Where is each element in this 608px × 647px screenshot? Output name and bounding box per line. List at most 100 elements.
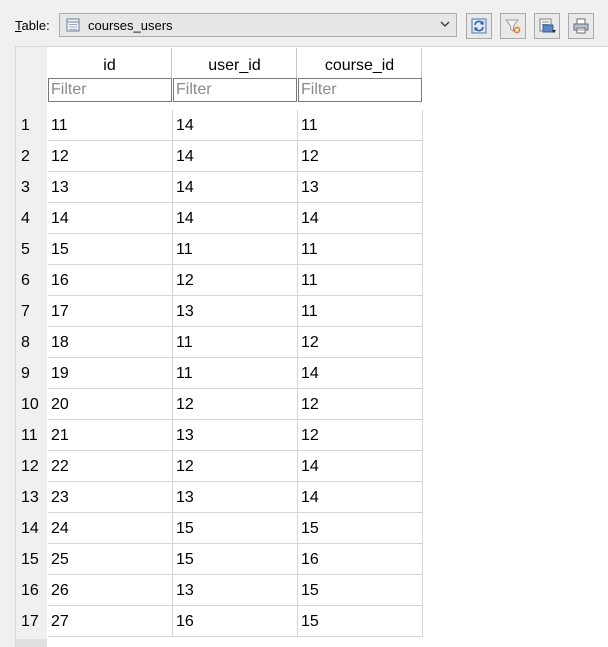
table-row[interactable]: 9 19 11 14 bbox=[16, 358, 424, 389]
cell-user-id[interactable]: 13 bbox=[173, 296, 298, 327]
cell-id[interactable]: 17 bbox=[48, 296, 173, 327]
table-row[interactable]: 12 22 12 14 bbox=[16, 451, 424, 482]
row-number[interactable]: 12 bbox=[21, 458, 39, 475]
table-row[interactable]: 15 25 15 16 bbox=[16, 544, 424, 575]
cell-user-id[interactable]: 15 bbox=[173, 513, 298, 544]
cell-course-id[interactable]: 14 bbox=[298, 482, 423, 513]
cell-user-id[interactable]: 12 bbox=[173, 451, 298, 482]
cell-id[interactable]: 12 bbox=[48, 141, 173, 172]
cell-user-id[interactable]: 16 bbox=[173, 606, 298, 637]
cell-user-id[interactable]: 11 bbox=[173, 234, 298, 265]
cell-user-id[interactable]: 11 bbox=[173, 358, 298, 389]
filter-input-user-id[interactable] bbox=[174, 79, 296, 101]
cell-id[interactable]: 25 bbox=[48, 544, 173, 575]
table-select[interactable]: courses_users bbox=[59, 13, 457, 37]
cell-id[interactable]: 20 bbox=[48, 389, 173, 420]
table-row[interactable]: 1 11 14 11 bbox=[16, 110, 424, 141]
cell-course-id[interactable]: 12 bbox=[298, 420, 423, 451]
cell-user-id[interactable]: 13 bbox=[173, 575, 298, 606]
filter-input-course-id[interactable] bbox=[299, 79, 421, 101]
refresh-button[interactable] bbox=[466, 13, 492, 39]
cell-course-id[interactable]: 11 bbox=[298, 234, 423, 265]
cell-course-id[interactable]: 14 bbox=[298, 358, 423, 389]
table-row[interactable]: 5 15 11 11 bbox=[16, 234, 424, 265]
filter-input-id[interactable] bbox=[49, 79, 171, 101]
cell-id[interactable]: 23 bbox=[48, 482, 173, 513]
cell-user-id[interactable]: 14 bbox=[173, 141, 298, 172]
filter-box-id bbox=[48, 78, 172, 102]
row-number[interactable]: 4 bbox=[21, 210, 30, 227]
cell-user-id[interactable]: 13 bbox=[173, 420, 298, 451]
cell-id[interactable]: 11 bbox=[48, 110, 173, 141]
cell-user-id[interactable]: 14 bbox=[173, 203, 298, 234]
row-number[interactable]: 3 bbox=[21, 179, 30, 196]
row-number[interactable]: 15 bbox=[21, 551, 39, 568]
cell-user-id[interactable]: 14 bbox=[173, 172, 298, 203]
table-icon bbox=[66, 18, 80, 32]
row-number[interactable]: 6 bbox=[21, 272, 30, 289]
table-row[interactable]: 13 23 13 14 bbox=[16, 482, 424, 513]
cell-user-id[interactable]: 12 bbox=[173, 265, 298, 296]
cell-id[interactable]: 27 bbox=[48, 606, 173, 637]
table-row[interactable]: 8 18 11 12 bbox=[16, 327, 424, 358]
table-select-value: courses_users bbox=[88, 18, 173, 33]
cell-course-id[interactable]: 14 bbox=[298, 203, 423, 234]
row-number[interactable]: 9 bbox=[21, 365, 30, 382]
row-number[interactable]: 1 bbox=[21, 117, 30, 134]
cell-course-id[interactable]: 12 bbox=[298, 141, 423, 172]
cell-course-id[interactable]: 11 bbox=[298, 296, 423, 327]
row-number[interactable]: 16 bbox=[21, 582, 39, 599]
table-row[interactable]: 17 27 16 15 bbox=[16, 606, 424, 637]
table-row[interactable]: 10 20 12 12 bbox=[16, 389, 424, 420]
cell-course-id[interactable]: 11 bbox=[298, 265, 423, 296]
cell-course-id[interactable]: 13 bbox=[298, 172, 423, 203]
row-number[interactable]: 13 bbox=[21, 489, 39, 506]
cell-id[interactable]: 24 bbox=[48, 513, 173, 544]
table-row[interactable]: 4 14 14 14 bbox=[16, 203, 424, 234]
cell-user-id[interactable]: 14 bbox=[173, 110, 298, 141]
refresh-icon bbox=[471, 18, 487, 34]
cell-user-id[interactable]: 12 bbox=[173, 389, 298, 420]
row-number[interactable]: 17 bbox=[21, 613, 39, 630]
cell-course-id[interactable]: 12 bbox=[298, 327, 423, 358]
column-header-course-id[interactable]: course_id bbox=[298, 48, 422, 78]
row-number[interactable]: 14 bbox=[21, 520, 39, 537]
table-row[interactable]: 7 17 13 11 bbox=[16, 296, 424, 327]
cell-id[interactable]: 18 bbox=[48, 327, 173, 358]
cell-id[interactable]: 16 bbox=[48, 265, 173, 296]
column-header-user-id[interactable]: user_id bbox=[173, 48, 297, 78]
cell-course-id[interactable]: 15 bbox=[298, 513, 423, 544]
cell-user-id[interactable]: 11 bbox=[173, 327, 298, 358]
cell-course-id[interactable]: 15 bbox=[298, 575, 423, 606]
cell-course-id[interactable]: 15 bbox=[298, 606, 423, 637]
cell-id[interactable]: 22 bbox=[48, 451, 173, 482]
column-header-id[interactable]: id bbox=[48, 48, 172, 78]
cell-course-id[interactable]: 11 bbox=[298, 110, 423, 141]
table-row[interactable]: 14 24 15 15 bbox=[16, 513, 424, 544]
cell-id[interactable]: 15 bbox=[48, 234, 173, 265]
table-row[interactable]: 16 26 13 15 bbox=[16, 575, 424, 606]
table-row[interactable]: 11 21 13 12 bbox=[16, 420, 424, 451]
row-number[interactable]: 8 bbox=[21, 334, 30, 351]
cell-id[interactable]: 14 bbox=[48, 203, 173, 234]
row-number[interactable]: 2 bbox=[21, 148, 30, 165]
cell-course-id[interactable]: 12 bbox=[298, 389, 423, 420]
cell-id[interactable]: 26 bbox=[48, 575, 173, 606]
row-number[interactable]: 5 bbox=[21, 241, 30, 258]
cell-id[interactable]: 19 bbox=[48, 358, 173, 389]
cell-user-id[interactable]: 15 bbox=[173, 544, 298, 575]
cell-course-id[interactable]: 14 bbox=[298, 451, 423, 482]
table-row[interactable]: 3 13 14 13 bbox=[16, 172, 424, 203]
table-row[interactable]: 6 16 12 11 bbox=[16, 265, 424, 296]
row-number[interactable]: 11 bbox=[21, 427, 38, 444]
clear-filters-button[interactable] bbox=[500, 13, 526, 39]
print-button[interactable] bbox=[568, 13, 594, 39]
cell-user-id[interactable]: 13 bbox=[173, 482, 298, 513]
cell-id[interactable]: 21 bbox=[48, 420, 173, 451]
cell-id[interactable]: 13 bbox=[48, 172, 173, 203]
table-row[interactable]: 2 12 14 12 bbox=[16, 141, 424, 172]
row-number[interactable]: 10 bbox=[21, 396, 39, 413]
save-export-button[interactable] bbox=[534, 13, 560, 39]
cell-course-id[interactable]: 16 bbox=[298, 544, 423, 575]
row-number[interactable]: 7 bbox=[21, 303, 30, 320]
